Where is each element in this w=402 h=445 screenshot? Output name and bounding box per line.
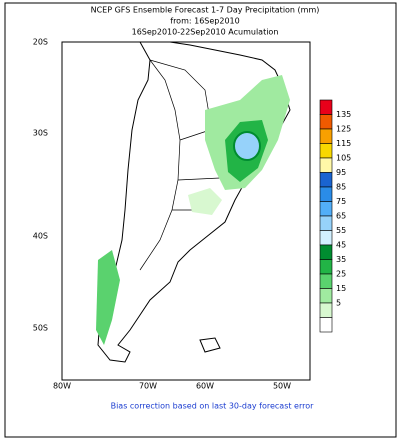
colorbar-box [319,288,333,304]
title-line: 16Sep2010-22Sep2010 Acumulation [132,28,279,37]
lon-label: 60W [196,382,214,391]
colorbar-box [319,215,333,231]
lon-label: 80W [53,382,71,391]
colorbar-box [319,244,333,260]
precip-heavy [233,131,261,161]
colorbar-label: 15 [336,284,346,293]
colorbar-label: 5 [336,299,341,308]
colorbar-box [319,157,333,173]
map [61,41,311,381]
colorbar-label: 45 [336,241,346,250]
colorbar-box [319,99,333,115]
colorbar-label: 55 [336,226,346,235]
title-line: from: 16Sep2010 [170,17,239,26]
colorbar-label: 65 [336,212,346,221]
colorbar-box [319,201,333,217]
lat-label: 30S [33,129,48,138]
precip-light [188,188,222,215]
lat-label: 20S [33,38,48,47]
footer-note: Bias correction based on last 30-day for… [111,402,315,411]
colorbar-label: 75 [336,197,346,206]
lon-label: 50W [273,382,291,391]
colorbar-box [319,259,333,275]
colorbar-box [319,317,333,333]
lon-label: 70W [139,382,157,391]
islands [199,337,221,353]
colorbar-box [319,172,333,188]
colorbar-label: 35 [336,255,346,264]
lat-label: 40S [33,232,48,241]
title-line: NCEP GFS Ensemble Forecast 1-7 Day Preci… [91,6,320,15]
colorbar-label: 95 [336,168,346,177]
colorbar-label: 105 [336,154,351,163]
colorbar-box [319,273,333,289]
colorbar-box [319,128,333,144]
colorbar-box [319,114,333,130]
colorbar: 135 125 115 105 95 85 75 65 55 45 35 25 15 5 [319,99,351,333]
colorbar-label: 85 [336,183,346,192]
colorbar-label: 125 [336,125,351,134]
precip-south [96,250,120,345]
colorbar-box [319,230,333,246]
colorbar-label: 25 [336,270,346,279]
colorbar-box [319,143,333,159]
colorbar-box [319,302,333,318]
colorbar-label: 115 [336,139,351,148]
lat-label: 50S [33,324,48,333]
colorbar-label: 135 [336,110,351,119]
colorbar-box [319,186,333,202]
